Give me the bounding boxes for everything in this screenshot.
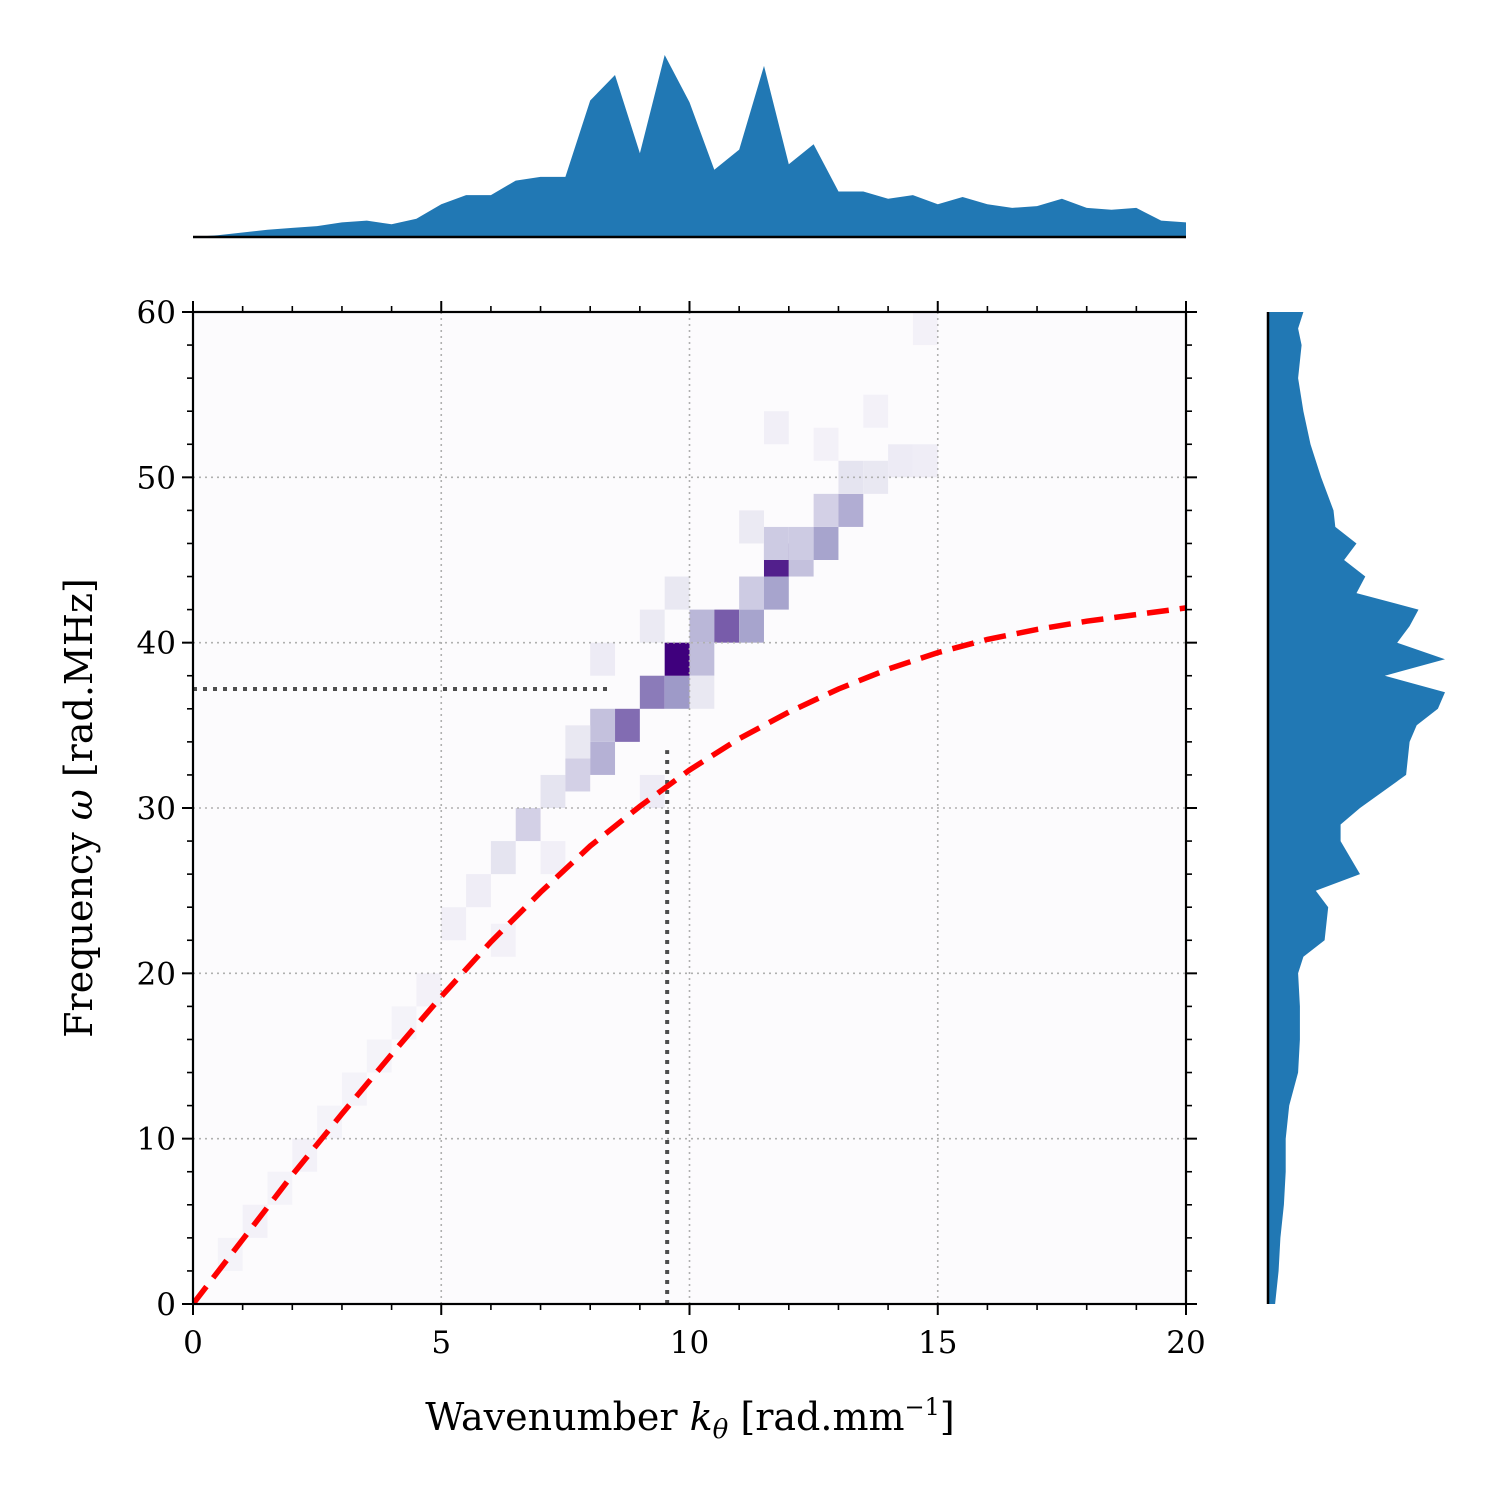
heatmap-cell	[888, 444, 913, 478]
heatmap-cell	[540, 774, 566, 808]
x-axis-label-close: ]	[940, 1395, 955, 1439]
right-marginal-histogram	[1266, 312, 1445, 1304]
y-tick-label: 20	[137, 956, 176, 992]
x-axis-label-main: Wavenumber	[425, 1395, 689, 1439]
heatmap-cell	[763, 411, 789, 445]
y-axis-label-main: Frequency	[57, 820, 101, 1038]
top-marginal-histogram	[193, 55, 1186, 239]
x-tick-label: 10	[670, 1325, 709, 1361]
heatmap-cells	[217, 312, 938, 1271]
axis-ticks	[182, 301, 1197, 1315]
heatmap-cell	[912, 444, 938, 478]
heatmap-cell	[863, 394, 889, 428]
heatmap-cell	[739, 510, 764, 544]
x-tick-label: 20	[1166, 1325, 1205, 1361]
dispersion-curve	[193, 605, 1186, 1304]
heatmap-cell	[416, 973, 442, 1007]
y-tick-label: 10	[137, 1122, 176, 1158]
x-tick-label: 0	[183, 1325, 203, 1361]
x-axis-label: Wavenumber kθ [rad.mm−1]	[425, 1393, 955, 1445]
heatmap-cell	[540, 841, 566, 875]
heatmap-cell	[664, 675, 690, 709]
heatmap-cell	[590, 741, 616, 775]
y-axis-label-symbol: ω	[57, 789, 101, 820]
x-tick-label: 5	[431, 1325, 451, 1361]
heatmap-cell	[689, 609, 715, 643]
top-marginal-area	[193, 55, 1186, 237]
heatmap-cell	[466, 874, 491, 908]
y-axis-label-unit: [rad.MHz]	[57, 578, 101, 789]
x-axis-label-subscript: θ	[713, 1415, 729, 1445]
heatmap-cell	[813, 427, 839, 461]
heatmap-cell	[441, 907, 467, 941]
heatmap-cell	[615, 708, 640, 742]
x-tick-label: 15	[918, 1325, 957, 1361]
y-tick-label: 0	[156, 1287, 176, 1323]
tick-labels: 0 5 10 15 20 0 10 20 30 40 50 60	[137, 295, 1206, 1361]
dispersion-curve-line	[193, 605, 1186, 1304]
heatmap-cell	[639, 609, 665, 643]
heatmap-cell	[565, 758, 591, 792]
heatmap-cell	[590, 642, 616, 676]
y-tick-label: 50	[137, 460, 176, 496]
heatmap-cell	[689, 642, 715, 676]
x-axis-label-superscript: −1	[905, 1393, 940, 1421]
marker-lines	[193, 686, 670, 1304]
heatmap-cell	[490, 841, 516, 875]
heatmap-cell	[763, 526, 789, 560]
heatmap-cell	[639, 675, 665, 709]
heatmap-cell	[813, 493, 839, 527]
plot-area	[193, 312, 1186, 1304]
heatmap-cell	[813, 526, 839, 560]
heatmap-cell	[515, 808, 541, 842]
x-axis-label-symbol: k	[690, 1395, 713, 1439]
y-tick-label: 60	[137, 295, 176, 331]
heatmap-cell	[763, 576, 789, 610]
heatmap-cell	[391, 1006, 417, 1040]
heatmap-cell	[714, 609, 740, 643]
heatmap-cell	[565, 725, 591, 759]
heatmap-cell	[739, 609, 764, 643]
heatmap-cell	[664, 576, 690, 610]
heatmap-cell	[838, 493, 864, 527]
y-tick-label: 30	[137, 791, 176, 827]
heatmap-cell	[912, 312, 938, 346]
heatmap-cell	[590, 708, 616, 742]
x-axis-label-unit: [rad.mm	[728, 1395, 904, 1439]
y-axis-label: Frequency ω [rad.MHz]	[57, 578, 101, 1038]
right-marginal-area	[1268, 312, 1445, 1304]
heatmap-cell	[664, 642, 690, 676]
heatmap-cell	[788, 526, 814, 560]
heatmap-cell	[739, 576, 764, 610]
heatmap-cell	[689, 675, 715, 709]
y-tick-label: 40	[137, 626, 176, 662]
